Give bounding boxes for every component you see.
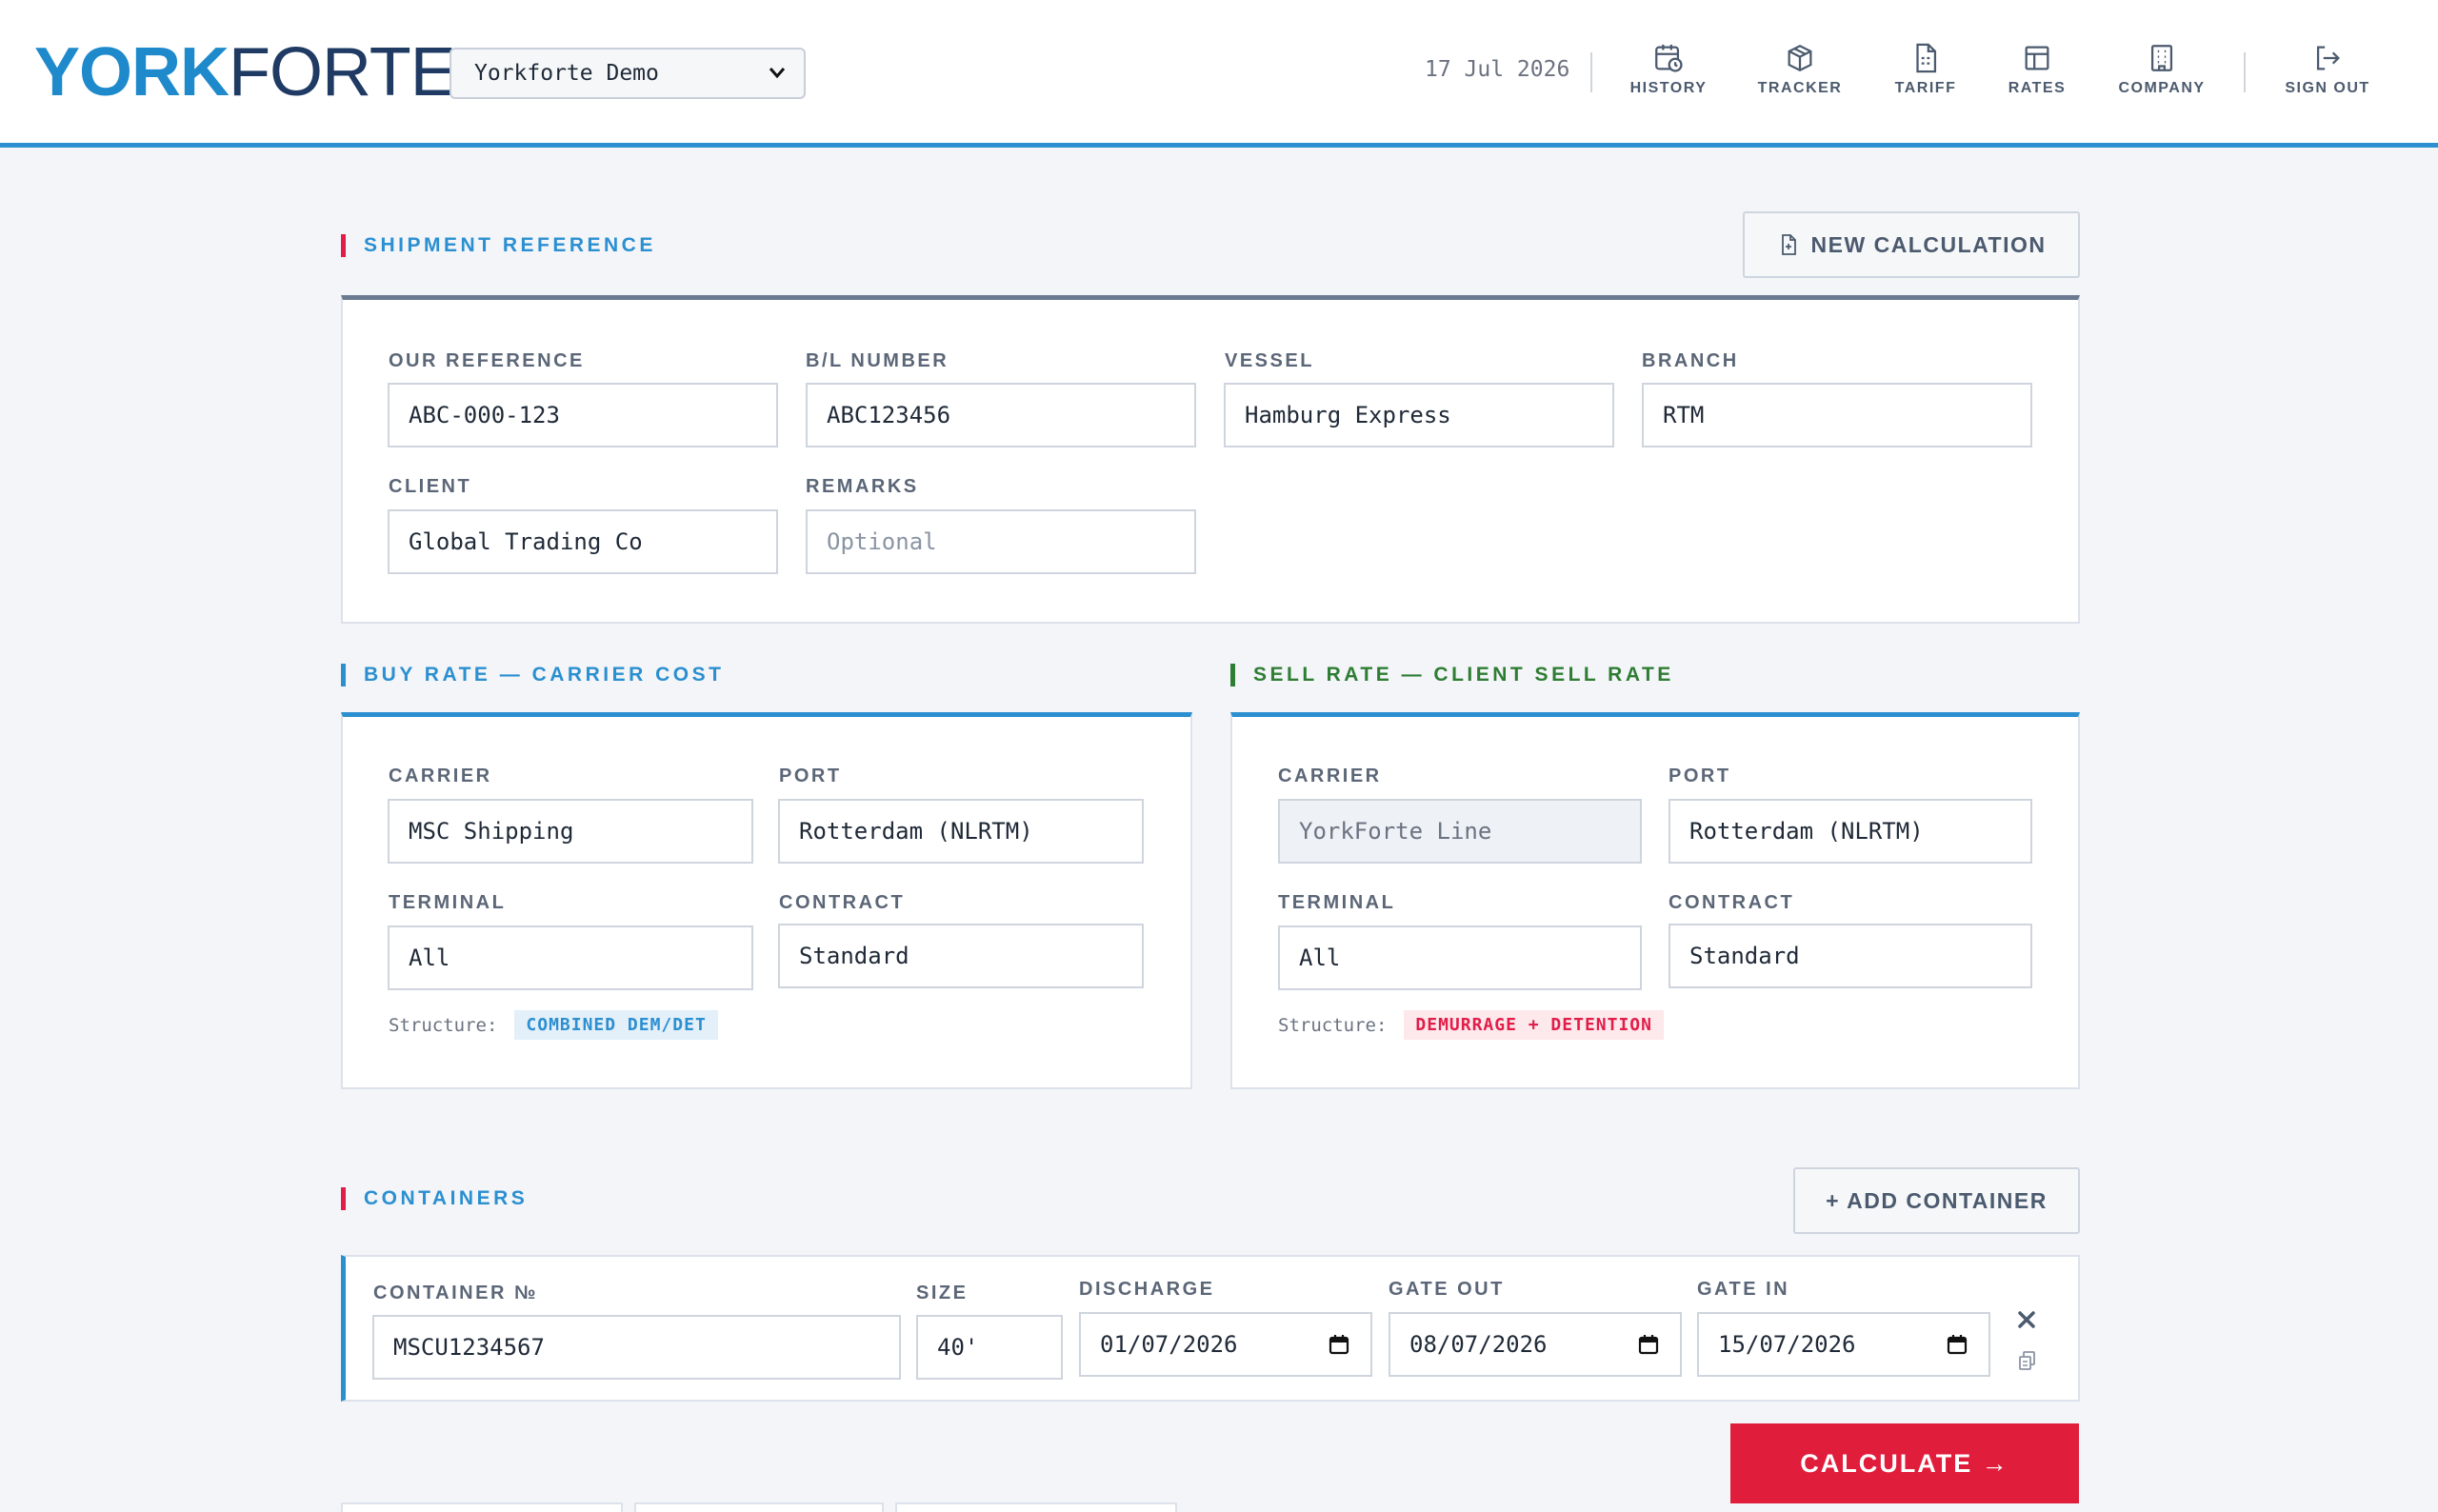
our-reference-input[interactable]: ABC-000-123 xyxy=(388,383,778,448)
results-tab[interactable] xyxy=(895,1502,1177,1512)
calculate-button[interactable]: CALCULATE → xyxy=(1730,1423,2079,1503)
buy-carrier-label: CARRIER xyxy=(389,766,492,786)
vessel-label: VESSEL xyxy=(1225,350,1314,371)
buy-contract-label: CONTRACT xyxy=(779,892,906,913)
gate-out-label: GATE OUT xyxy=(1389,1279,1505,1300)
buy-port-input[interactable]: Rotterdam (NLRTM) xyxy=(778,799,1144,864)
divider xyxy=(2244,52,2246,92)
building-icon xyxy=(2150,45,2173,71)
new-document-icon xyxy=(1781,234,1796,255)
box-icon xyxy=(1788,44,1812,72)
buy-contract-select[interactable]: Standard xyxy=(778,924,1144,988)
calendar-icon[interactable] xyxy=(1329,1334,1349,1355)
remarks-label: REMARKS xyxy=(806,476,919,497)
vessel-input[interactable]: Hamburg Express xyxy=(1224,383,1614,448)
sell-structure-badge: DEMURRAGE + DETENTION xyxy=(1404,1010,1664,1040)
container-number-input[interactable]: MSCU1234567 xyxy=(372,1315,901,1380)
buy-carrier-input[interactable]: MSC Shipping xyxy=(388,799,753,864)
client-label: CLIENT xyxy=(389,476,472,497)
sell-structure: Structure: DEMURRAGE + DETENTION xyxy=(1278,1010,1664,1040)
calendar-icon[interactable] xyxy=(1638,1334,1659,1355)
sell-port-label: PORT xyxy=(1669,766,1731,786)
size-select[interactable]: 40' xyxy=(916,1315,1063,1380)
sell-contract-label: CONTRACT xyxy=(1669,892,1795,913)
buy-terminal-select[interactable]: All xyxy=(388,925,753,990)
results-tab[interactable] xyxy=(634,1502,884,1512)
divider xyxy=(1590,52,1592,92)
section-title-sell-rate: SELL RATE — CLIENT SELL RATE xyxy=(1230,663,1674,687)
gate-out-date-input[interactable]: 08/07/2026 xyxy=(1389,1312,1682,1377)
discharge-label: DISCHARGE xyxy=(1079,1279,1215,1300)
sell-carrier-label: CARRIER xyxy=(1278,766,1382,786)
remarks-input[interactable]: Optional xyxy=(806,509,1196,574)
section-title-shipment: SHIPMENT REFERENCE xyxy=(341,233,656,258)
sell-terminal-label: TERMINAL xyxy=(1278,892,1396,913)
sell-terminal-select[interactable]: All xyxy=(1278,925,1642,990)
discharge-date-input[interactable]: 01/07/2026 xyxy=(1079,1312,1372,1377)
company-select[interactable]: Yorkforte Demo xyxy=(450,48,806,99)
client-input[interactable]: Global Trading Co xyxy=(388,509,778,574)
nav-tracker[interactable]: TRACKER xyxy=(1752,42,1848,97)
nav-tariff[interactable]: TARIFF xyxy=(1889,42,1962,97)
current-date: 17 Jul 2026 xyxy=(1425,57,1570,82)
section-title-containers: CONTAINERS xyxy=(341,1186,528,1211)
gate-in-date-input[interactable]: 15/07/2026 xyxy=(1697,1312,1990,1377)
shipment-panel xyxy=(341,295,2080,624)
bl-number-input[interactable]: ABC123456 xyxy=(806,383,1196,448)
table-icon xyxy=(2025,46,2049,70)
history-icon xyxy=(1655,44,1683,72)
duplicate-container-icon[interactable] xyxy=(2018,1350,2037,1371)
document-icon xyxy=(1916,43,1937,73)
sign-out-icon xyxy=(2316,46,2340,70)
nav-rates[interactable]: RATES xyxy=(2002,42,2072,97)
buy-rate-panel xyxy=(341,712,1192,1089)
chevron-down-icon xyxy=(768,50,787,114)
nav-sign-out[interactable]: SIGN OUT xyxy=(2278,42,2377,97)
new-calculation-button[interactable]: NEW CALCULATION xyxy=(1743,211,2080,278)
sell-port-input[interactable]: Rotterdam (NLRTM) xyxy=(1669,799,2032,864)
remove-container-icon[interactable] xyxy=(2016,1309,2037,1330)
branch-input[interactable]: RTM xyxy=(1642,383,2032,448)
add-container-button[interactable]: + ADD CONTAINER xyxy=(1793,1167,2080,1234)
sell-carrier-input: YorkForte Line xyxy=(1278,799,1642,864)
our-reference-label: OUR REFERENCE xyxy=(389,350,585,371)
buy-port-label: PORT xyxy=(779,766,842,786)
buy-structure-badge: COMBINED DEM/DET xyxy=(514,1010,718,1040)
nav-history[interactable]: HISTORY xyxy=(1625,42,1712,97)
buy-terminal-label: TERMINAL xyxy=(389,892,507,913)
results-tab[interactable] xyxy=(341,1502,623,1512)
branch-label: BRANCH xyxy=(1642,350,1739,371)
section-title-buy-rate: BUY RATE — CARRIER COST xyxy=(341,663,724,687)
logo[interactable]: YORKFORTE xyxy=(34,34,456,110)
container-number-label: CONTAINER № xyxy=(373,1283,538,1303)
sell-contract-select[interactable]: Standard xyxy=(1669,924,2032,988)
nav-company[interactable]: COMPANY xyxy=(2114,42,2209,97)
bl-number-label: B/L NUMBER xyxy=(806,350,949,371)
buy-structure: Structure: COMBINED DEM/DET xyxy=(389,1010,718,1040)
app-header: YORKFORTE Yorkforte Demo 17 Jul 2026 HIS… xyxy=(0,0,2438,148)
gate-in-label: GATE IN xyxy=(1697,1279,1790,1300)
size-label: SIZE xyxy=(916,1283,969,1303)
calendar-icon[interactable] xyxy=(1947,1334,1968,1355)
